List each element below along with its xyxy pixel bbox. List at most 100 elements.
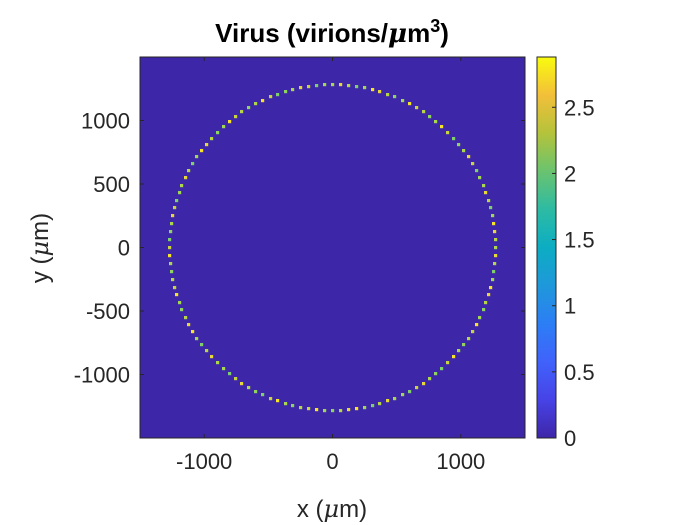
ring-cell xyxy=(210,355,214,359)
title-mu: μ xyxy=(388,19,407,49)
ring-cell xyxy=(393,397,397,401)
ring-cell xyxy=(276,93,280,97)
ring-cell xyxy=(247,106,251,110)
ring-cell xyxy=(254,390,258,394)
ring-cell xyxy=(489,206,493,210)
ring-cell xyxy=(482,184,486,188)
ring-cell xyxy=(191,162,195,166)
ring-cell xyxy=(200,149,204,153)
colorbar-ticks: 0 0.5 1 1.5 2 2.5 xyxy=(552,95,595,451)
ring-cell xyxy=(168,238,172,242)
y-tick-label: 1000 xyxy=(81,109,130,134)
ring-cell xyxy=(494,254,498,258)
ring-cell xyxy=(191,330,195,334)
ring-cell xyxy=(323,409,327,413)
ring-cell xyxy=(493,262,497,266)
ring-cell xyxy=(171,278,175,282)
ring-cell xyxy=(401,99,405,103)
ring-cell xyxy=(299,86,303,90)
ring-cell xyxy=(169,230,173,234)
ring-cell xyxy=(170,270,174,274)
ring-cell xyxy=(371,404,375,408)
ring-cell xyxy=(180,184,184,188)
ring-cell xyxy=(269,95,273,99)
ring-cell xyxy=(170,222,174,226)
heatmap-plot: -1000 0 1000 -1000 -500 0 500 1000 xyxy=(74,56,526,474)
ring-cell xyxy=(331,409,335,413)
ring-cell xyxy=(173,286,177,290)
colorbar-tick-label: 2 xyxy=(564,161,576,186)
ring-cell xyxy=(494,238,498,242)
y-tick-label: 0 xyxy=(118,236,130,261)
y-axis-ticks: -1000 -500 0 500 1000 xyxy=(74,109,525,388)
ring-cell xyxy=(471,330,475,334)
ring-cell xyxy=(371,88,375,92)
ring-cell xyxy=(315,408,319,412)
chart-title: Virus (virions/μm3) xyxy=(215,16,449,49)
ring-cell xyxy=(401,393,405,397)
ring-cell xyxy=(491,214,495,218)
title-superscript: 3 xyxy=(430,16,440,36)
ring-cell xyxy=(386,399,390,403)
title-unit: m xyxy=(407,18,430,48)
ring-cell xyxy=(276,399,280,403)
ring-cell xyxy=(478,176,482,180)
ring-cell xyxy=(487,199,491,203)
ring-cell xyxy=(323,83,327,87)
ring-cell xyxy=(415,106,419,110)
ring-cell xyxy=(168,246,172,250)
y-axis-label: y (μm) xyxy=(26,213,54,283)
ring-cell xyxy=(180,308,184,312)
ring-cell xyxy=(269,397,273,401)
ring-cell xyxy=(408,102,412,106)
ring-cell xyxy=(467,155,471,159)
ring-cell xyxy=(168,254,172,258)
ring-cell xyxy=(171,214,175,218)
ring-cell xyxy=(428,115,432,119)
y-tick-label: 500 xyxy=(93,172,130,197)
ring-cell xyxy=(471,162,475,166)
ring-cell xyxy=(175,199,179,203)
ring-cell xyxy=(216,361,220,365)
x-axis-ticks: -1000 0 1000 xyxy=(176,57,485,474)
colorbar-tick-label: 1 xyxy=(564,294,576,319)
ring-cell xyxy=(457,349,461,353)
y-label-mu: μ xyxy=(26,241,54,257)
ring-cell xyxy=(173,206,177,210)
colorbar-tick-label: 0 xyxy=(564,426,576,451)
ring-cell xyxy=(200,343,204,347)
ring-cell xyxy=(234,377,238,381)
colorbar-tick-label: 0.5 xyxy=(564,360,595,385)
ring-cell xyxy=(247,386,251,390)
ring-cell xyxy=(393,95,397,99)
ring-cell xyxy=(339,409,343,413)
ring-cell xyxy=(494,246,498,250)
ring-cell xyxy=(210,137,214,141)
ring-cell xyxy=(434,120,438,124)
ring-cell xyxy=(261,393,265,397)
x-label-mu: μ xyxy=(324,495,340,523)
ring-cell xyxy=(478,316,482,320)
ring-cell xyxy=(347,84,351,88)
x-tick-label: -1000 xyxy=(176,449,232,474)
ring-cell xyxy=(363,406,367,410)
ring-cell xyxy=(261,99,265,103)
ring-cell xyxy=(467,337,471,341)
ring-cell xyxy=(452,355,456,359)
ring-cell xyxy=(484,301,488,305)
ring-cell xyxy=(475,323,479,327)
colorbar-tick-label: 2.5 xyxy=(564,95,595,120)
ring-cell xyxy=(284,90,288,94)
ring-cell xyxy=(415,386,419,390)
ring-cell xyxy=(240,382,244,386)
x-tick-label: 1000 xyxy=(436,449,485,474)
ring-cell xyxy=(378,90,382,94)
virus-ring xyxy=(168,83,498,413)
ring-cell xyxy=(331,83,335,87)
ring-cell xyxy=(216,131,220,135)
ring-cell xyxy=(487,293,491,297)
ring-cell xyxy=(195,337,199,341)
y-label-end: m) xyxy=(27,213,54,241)
ring-cell xyxy=(378,402,382,406)
